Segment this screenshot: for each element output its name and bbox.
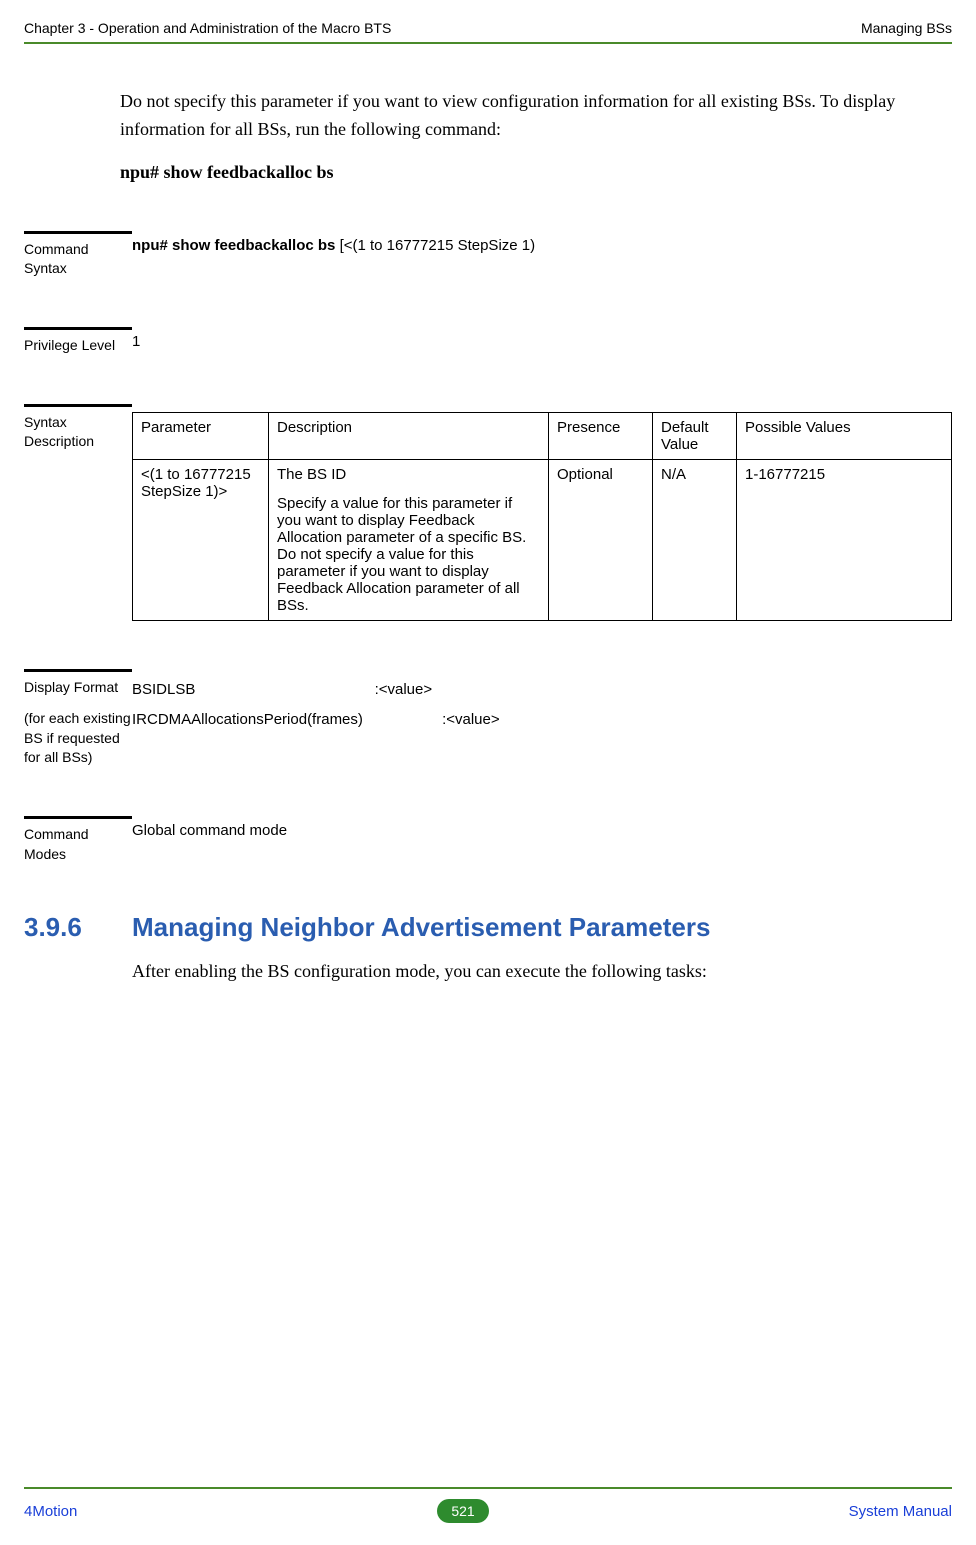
section-heading: 3.9.6 Managing Neighbor Advertisement Pa… — [24, 912, 952, 943]
page-header: Chapter 3 - Operation and Administration… — [24, 20, 952, 44]
command-modes-section: Command Modes Global command mode — [24, 816, 952, 864]
command-syntax-bold: npu# show feedbackalloc bs — [132, 237, 340, 254]
section-number: 3.9.6 — [24, 912, 132, 943]
command-syntax-section: Command Syntax npu# show feedbackalloc b… — [24, 231, 952, 279]
privilege-section: Privilege Level 1 — [24, 327, 952, 356]
command-modes-label: Command Modes — [24, 816, 132, 864]
command-syntax-label: Command Syntax — [24, 231, 132, 279]
col-description: Description — [269, 412, 549, 459]
page-number-badge: 521 — [437, 1499, 488, 1523]
col-presence: Presence — [549, 412, 653, 459]
privilege-value: 1 — [132, 327, 952, 350]
section-title: Managing Neighbor Advertisement Paramete… — [132, 912, 952, 943]
col-possible: Possible Values — [737, 412, 952, 459]
col-default: Default Value — [653, 412, 737, 459]
display-format-label-col: Display Format (for each existing BS if … — [24, 669, 132, 768]
command-modes-value: Global command mode — [132, 816, 952, 839]
cell-presence: Optional — [549, 459, 653, 620]
table-header-row: Parameter Description Presence Default V… — [133, 412, 952, 459]
col-parameter: Parameter — [133, 412, 269, 459]
cell-desc-para: Specify a value for this parameter if yo… — [277, 495, 540, 614]
cell-default: N/A — [653, 459, 737, 620]
header-right: Managing BSs — [861, 20, 952, 36]
footer-right: System Manual — [849, 1503, 952, 1520]
display-format-note: (for each existing BS if requested for a… — [24, 709, 132, 768]
display-format-line1: BSIDLSB :<value> — [132, 675, 952, 705]
privilege-label: Privilege Level — [24, 327, 132, 356]
cell-desc-line1: The BS ID — [277, 466, 346, 483]
header-left: Chapter 3 - Operation and Administration… — [24, 20, 391, 36]
cell-parameter: <(1 to 16777215 StepSize 1)> — [133, 459, 269, 620]
command-syntax-rest: [<(1 to 16777215 StepSize 1) — [340, 237, 536, 254]
section-text: After enabling the BS configuration mode… — [132, 961, 952, 982]
param-table: Parameter Description Presence Default V… — [132, 412, 952, 621]
syntax-description-label: Syntax Description — [24, 404, 132, 452]
cell-description: The BS ID Specify a value for this param… — [269, 459, 549, 620]
cell-possible: 1-16777215 — [737, 459, 952, 620]
table-row: <(1 to 16777215 StepSize 1)> The BS ID S… — [133, 459, 952, 620]
intro-paragraph: Do not specify this parameter if you wan… — [120, 88, 952, 144]
page-footer: 4Motion 521 System Manual — [24, 1487, 952, 1523]
syntax-description-section: Syntax Description Parameter Description… — [24, 404, 952, 621]
display-format-line2: IRCDMAAllocationsPeriod(frames) :<value> — [132, 705, 952, 735]
display-format-label: Display Format — [24, 678, 132, 698]
display-format-section: Display Format (for each existing BS if … — [24, 669, 952, 768]
intro-command: npu# show feedbackalloc bs — [120, 162, 952, 183]
footer-left: 4Motion — [24, 1503, 77, 1520]
